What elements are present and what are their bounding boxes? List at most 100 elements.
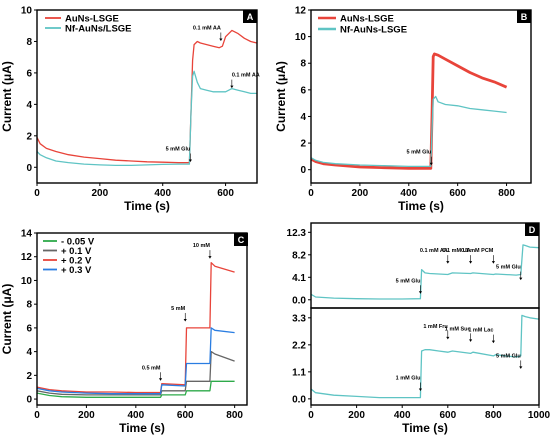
plot-frame-c xyxy=(36,232,248,406)
y-tick-label: 6 xyxy=(300,85,306,96)
y-tick-label: 3.3 xyxy=(292,313,306,324)
y-tick-label: 14 xyxy=(21,229,33,240)
series-line-b-0 xyxy=(311,52,508,170)
annotation-arrowhead xyxy=(519,366,523,369)
annotation-label: 5 mM xyxy=(171,306,185,312)
panel-label: A xyxy=(247,12,254,22)
y-tick-label: 4.1 xyxy=(292,273,306,284)
panel-badge xyxy=(517,10,531,23)
y-tick-label: 0 xyxy=(300,165,306,176)
x-tick-label: 1000 xyxy=(528,410,550,421)
annotation-label: 10 mM xyxy=(193,243,211,249)
panel-badge xyxy=(525,223,539,236)
y-tick-label: 12.3 xyxy=(287,228,307,239)
x-tick-label: 600 xyxy=(449,188,466,199)
annotation-label: 0.1 mM PCM xyxy=(461,248,494,254)
y-tick-label: 12 xyxy=(295,6,307,17)
y-tick-label: 8 xyxy=(300,59,306,70)
annotation-arrowhead xyxy=(219,38,223,41)
x-tick-label: 400 xyxy=(127,410,144,421)
series-line-c-3 xyxy=(37,327,235,395)
annotation-label: 0.1 mM AA xyxy=(420,248,448,254)
panel-badge xyxy=(234,233,248,246)
y-axis-label: Current (μA) xyxy=(0,61,14,132)
y-tick-label: 2 xyxy=(26,371,32,382)
annotation-arrowhead xyxy=(418,388,423,391)
plot-frame-a xyxy=(36,9,258,184)
annotation-label: 1 mM Glu xyxy=(396,375,421,381)
annotation-label: 0.1 mM UA xyxy=(442,248,470,254)
x-tick-label: 0 xyxy=(308,410,314,421)
annotation-arrowhead xyxy=(446,261,450,264)
y-tick-label: 0 xyxy=(26,395,32,406)
annotation-arrowhead xyxy=(230,85,234,89)
annotation-arrowhead xyxy=(469,339,473,342)
annotation-arrowhead xyxy=(519,277,523,281)
x-tick-label: 800 xyxy=(485,410,502,421)
x-tick-label: 600 xyxy=(177,410,194,421)
series-line-a-1 xyxy=(37,70,257,167)
x-tick-label: 800 xyxy=(498,188,515,199)
x-tick-label: 0 xyxy=(34,410,40,421)
annotation-label: 5 mM Glu xyxy=(496,353,521,359)
panel-d-bottom: 0 200 400 600 800 1000 0.0 1.1 2.2 3.3 Time (s) 1 m… xyxy=(292,307,550,435)
x-axis-label: Time (s) xyxy=(124,199,170,213)
y-tick-label: 8 xyxy=(26,300,32,311)
x-tick-label: 0 xyxy=(34,188,40,199)
y-tick-label: 1.1 xyxy=(292,367,306,378)
legend-label: + 0.3 V xyxy=(61,265,92,276)
y-tick-label: 0.0 xyxy=(292,295,306,306)
y-tick-label: 4 xyxy=(300,112,306,123)
plot-frame-b xyxy=(310,9,532,184)
plot-frame-d-bottom xyxy=(310,307,540,406)
y-tick-label: 10 xyxy=(295,32,307,43)
annotation-label: 5 mM Glu xyxy=(496,265,521,271)
panel-b: 0 200 400 600 800 0 2 4 6 8 10 12 Time (s) Current (μ… xyxy=(274,6,532,213)
y-tick-label: 4 xyxy=(26,347,32,358)
x-tick-label: 200 xyxy=(348,410,365,421)
x-tick-label: 0 xyxy=(308,188,314,199)
x-tick-label: 200 xyxy=(78,410,95,421)
x-tick-label: 600 xyxy=(439,410,456,421)
series-line-d-bottom-0 xyxy=(311,314,539,399)
y-tick-label: 10 xyxy=(21,276,33,287)
annotation-label: 5 mM Glu xyxy=(396,278,421,284)
y-tick-label: 4 xyxy=(26,100,32,111)
y-tick-label: 6 xyxy=(26,323,32,334)
series-line-c-0 xyxy=(37,380,235,398)
legend-label: + 0.2 V xyxy=(61,255,92,266)
y-tick-label: 6 xyxy=(26,68,32,79)
annotation-arrowhead xyxy=(491,261,495,264)
x-tick-label: 400 xyxy=(154,188,171,199)
annotation-arrowhead xyxy=(491,340,495,344)
x-tick-label: 200 xyxy=(352,188,369,199)
annotation-arrowhead xyxy=(188,159,192,163)
annotation-label: 1 mM Suc xyxy=(445,326,471,332)
annotation-arrowhead xyxy=(429,162,433,166)
x-tick-label: 600 xyxy=(217,188,234,199)
series-line-a-0 xyxy=(37,29,257,164)
panel-c: 0 200 400 600 800 0 2 4 6 8 10 12 14 Time (s) Current … xyxy=(0,229,248,435)
y-tick-label: 8.2 xyxy=(292,250,306,261)
panel-label: D xyxy=(529,225,536,235)
legend-label: Nf-AuNs/LSGE xyxy=(65,23,132,34)
panel-badge xyxy=(243,10,257,23)
annotation-arrowhead xyxy=(446,336,450,340)
x-axis-label: Time (s) xyxy=(402,421,448,435)
legend-label: + 0.1 V xyxy=(61,246,92,257)
annotation-label: 5 mM Glu xyxy=(166,147,191,153)
annotation-label: 0.1 mM AA xyxy=(193,25,221,31)
annotation-label: 1 mM Fru xyxy=(423,324,447,330)
annotation-label: 1 mM Lac xyxy=(468,328,493,334)
y-tick-label: 2.2 xyxy=(292,340,306,351)
annotation-label: 5 mM Glu xyxy=(407,150,432,156)
panel-label: B xyxy=(521,12,528,22)
panel-a: 0 200 400 600 0 2 4 6 8 10 Time (s) Current (μA) AuN… xyxy=(0,6,260,214)
annotation-arrowhead xyxy=(183,318,187,322)
y-tick-label: 10 xyxy=(21,6,33,17)
y-tick-label: 8 xyxy=(26,37,32,48)
x-axis-label: Time (s) xyxy=(119,421,165,435)
series-line-c-1 xyxy=(37,350,235,396)
legend-label: Nf-AuNs-LSGE xyxy=(340,24,407,35)
